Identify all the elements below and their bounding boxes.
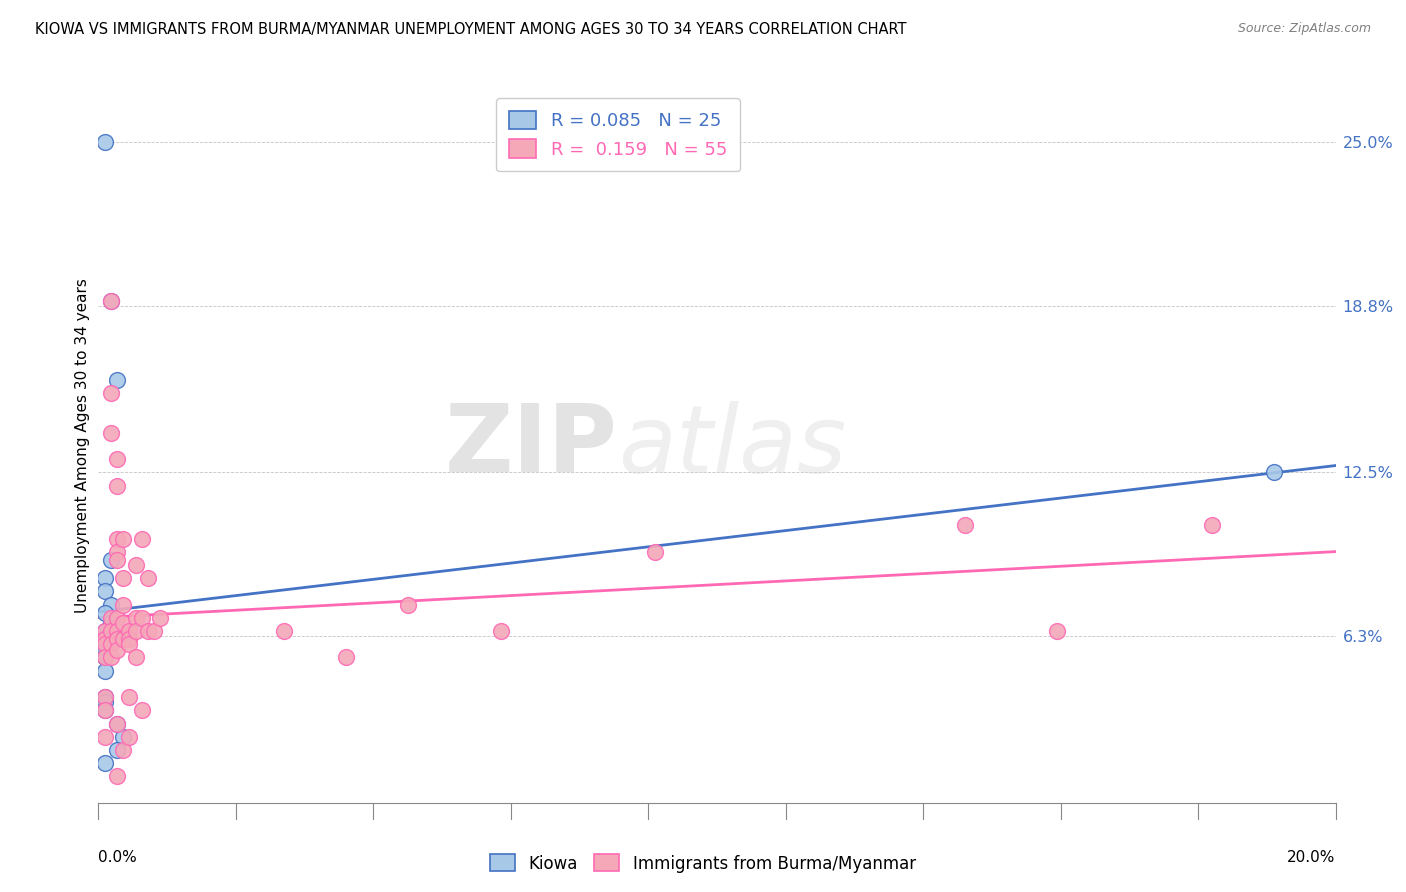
- Point: [93, 624, 115, 638]
- Point: [105, 632, 128, 646]
- Text: atlas: atlas: [619, 401, 846, 491]
- Point: [105, 769, 128, 783]
- Point: [100, 611, 122, 625]
- Legend: Kiowa, Immigrants from Burma/Myanmar: Kiowa, Immigrants from Burma/Myanmar: [484, 847, 922, 880]
- Point: [143, 624, 166, 638]
- Point: [118, 690, 141, 704]
- Point: [93, 632, 115, 646]
- Point: [93, 664, 115, 678]
- Point: [118, 624, 141, 638]
- Point: [93, 650, 115, 665]
- Point: [93, 756, 115, 771]
- Point: [118, 730, 141, 744]
- Point: [93, 632, 115, 646]
- Point: [93, 571, 115, 585]
- Point: [953, 518, 976, 533]
- Point: [100, 293, 122, 308]
- Point: [149, 611, 172, 625]
- Point: [93, 642, 115, 657]
- Point: [100, 624, 122, 638]
- Point: [93, 703, 115, 717]
- Point: [93, 624, 115, 638]
- Point: [124, 624, 146, 638]
- Point: [124, 611, 146, 625]
- Point: [112, 532, 135, 546]
- Point: [93, 637, 115, 651]
- Point: [273, 624, 295, 638]
- Point: [112, 598, 135, 612]
- Point: [105, 545, 128, 559]
- Text: ZIP: ZIP: [446, 400, 619, 492]
- Text: KIOWA VS IMMIGRANTS FROM BURMA/MYANMAR UNEMPLOYMENT AMONG AGES 30 TO 34 YEARS CO: KIOWA VS IMMIGRANTS FROM BURMA/MYANMAR U…: [35, 22, 907, 37]
- Point: [105, 611, 128, 625]
- Point: [100, 293, 122, 308]
- Point: [112, 730, 135, 744]
- Point: [489, 624, 512, 638]
- Point: [93, 584, 115, 599]
- Point: [93, 690, 115, 704]
- Point: [93, 632, 115, 646]
- Point: [105, 624, 128, 638]
- Point: [136, 571, 159, 585]
- Point: [131, 532, 153, 546]
- Point: [105, 552, 128, 566]
- Point: [396, 598, 419, 612]
- Point: [136, 624, 159, 638]
- Point: [112, 632, 135, 646]
- Point: [93, 730, 115, 744]
- Point: [100, 650, 122, 665]
- Text: 20.0%: 20.0%: [1288, 850, 1336, 865]
- Point: [93, 650, 115, 665]
- Point: [112, 616, 135, 631]
- Point: [131, 611, 153, 625]
- Point: [105, 716, 128, 731]
- Point: [105, 642, 128, 657]
- Y-axis label: Unemployment Among Ages 30 to 34 years: Unemployment Among Ages 30 to 34 years: [75, 278, 90, 614]
- Point: [100, 552, 122, 566]
- Point: [105, 452, 128, 467]
- Point: [93, 632, 115, 646]
- Point: [100, 386, 122, 401]
- Point: [100, 425, 122, 440]
- Point: [105, 716, 128, 731]
- Point: [105, 532, 128, 546]
- Point: [93, 695, 115, 709]
- Point: [124, 650, 146, 665]
- Point: [93, 135, 115, 149]
- Legend: R = 0.085   N = 25, R =  0.159   N = 55: R = 0.085 N = 25, R = 0.159 N = 55: [496, 98, 740, 171]
- Text: 0.0%: 0.0%: [98, 850, 138, 865]
- Point: [105, 478, 128, 492]
- Point: [335, 650, 357, 665]
- Point: [105, 743, 128, 757]
- Point: [1263, 466, 1285, 480]
- Point: [118, 632, 141, 646]
- Point: [93, 690, 115, 704]
- Point: [100, 637, 122, 651]
- Point: [644, 545, 666, 559]
- Point: [100, 616, 122, 631]
- Point: [93, 606, 115, 620]
- Point: [118, 637, 141, 651]
- Point: [105, 373, 128, 387]
- Text: Source: ZipAtlas.com: Source: ZipAtlas.com: [1237, 22, 1371, 36]
- Point: [93, 703, 115, 717]
- Point: [131, 703, 153, 717]
- Point: [112, 571, 135, 585]
- Point: [100, 598, 122, 612]
- Point: [112, 743, 135, 757]
- Point: [1046, 624, 1069, 638]
- Point: [124, 558, 146, 572]
- Point: [1201, 518, 1223, 533]
- Point: [93, 650, 115, 665]
